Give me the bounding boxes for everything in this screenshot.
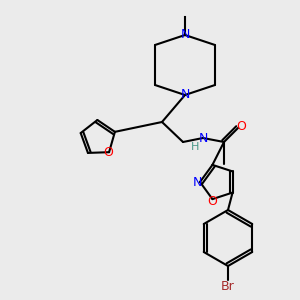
Text: N: N (180, 88, 190, 101)
Text: H: H (191, 142, 199, 152)
Text: N: N (180, 28, 190, 41)
Text: Br: Br (221, 280, 235, 292)
Text: O: O (236, 119, 246, 133)
Text: O: O (103, 146, 113, 159)
Text: N: N (192, 176, 202, 188)
Text: O: O (208, 195, 218, 208)
Text: N: N (198, 131, 208, 145)
